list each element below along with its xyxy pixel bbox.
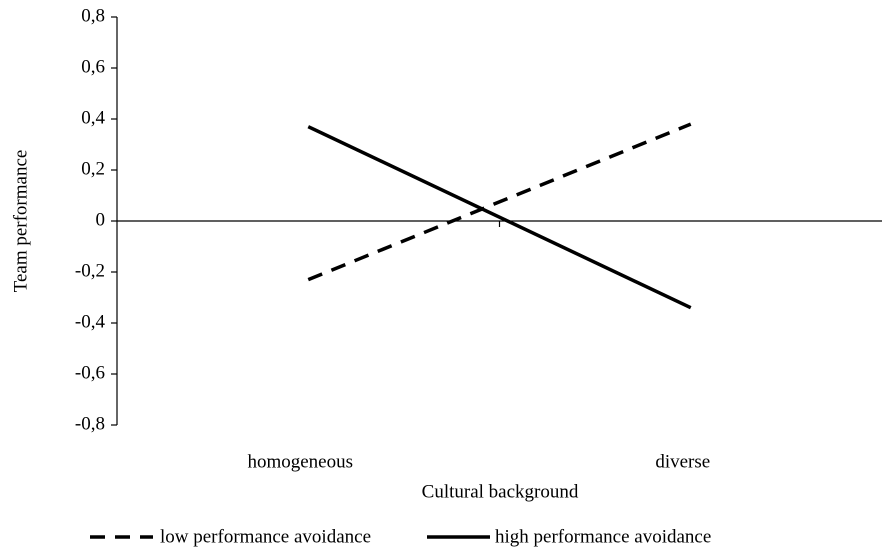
y-tick-label: 0,8 <box>81 5 105 26</box>
y-tick-label: 0,4 <box>81 107 105 128</box>
y-tick-label: -0,6 <box>75 362 105 383</box>
line-series <box>307 125 692 310</box>
y-tick-label: 0 <box>96 209 106 230</box>
y-tick-label: -0,2 <box>75 260 105 281</box>
legend-label: low performance avoidance <box>160 526 371 547</box>
legend-label: high performance avoidance <box>495 526 711 547</box>
line-series <box>307 122 692 282</box>
y-tick-label: -0,4 <box>75 311 106 332</box>
y-axis-label: Team performance <box>10 150 31 293</box>
y-tick-label: 0,6 <box>81 56 105 77</box>
x-tick-label: diverse <box>655 451 710 472</box>
y-tick-label: -0,8 <box>75 413 105 434</box>
x-axis-label: Cultural background <box>422 481 579 502</box>
y-tick-label: 0,2 <box>81 158 105 179</box>
x-tick-label: homogeneous <box>247 451 353 472</box>
